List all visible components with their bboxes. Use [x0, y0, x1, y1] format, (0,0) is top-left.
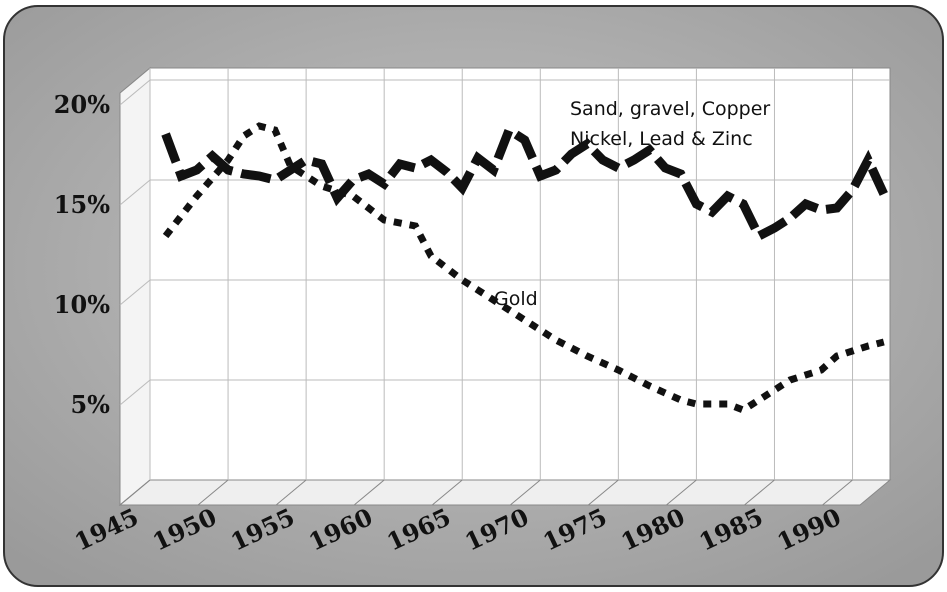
grid-line [119, 479, 151, 506]
annotation: Gold [494, 288, 538, 310]
grid-line [822, 479, 853, 506]
annotation: Nickel, Lead & Zinc [570, 128, 753, 150]
y-tick-label: 5% [70, 390, 110, 419]
grid-line [353, 479, 385, 506]
grid-line [588, 479, 619, 506]
grid-line [119, 379, 151, 406]
grid-line [744, 479, 775, 506]
grid-line [119, 79, 151, 106]
annotation: Sand, gravel, Copper [570, 98, 770, 120]
grid-line [119, 279, 151, 306]
left-wall [119, 66, 151, 507]
grid-line [431, 479, 463, 506]
grid-line [197, 479, 229, 506]
y-tick-label: 10% [54, 290, 110, 319]
grid-line [275, 479, 307, 506]
data-line [161, 123, 888, 243]
floor [118, 479, 892, 506]
grid-line [666, 479, 697, 506]
grid-line [119, 179, 151, 206]
y-tick-label: 20% [54, 90, 110, 119]
y-tick-label: 15% [54, 190, 110, 219]
grid-line [509, 479, 541, 506]
data-line [162, 122, 885, 414]
